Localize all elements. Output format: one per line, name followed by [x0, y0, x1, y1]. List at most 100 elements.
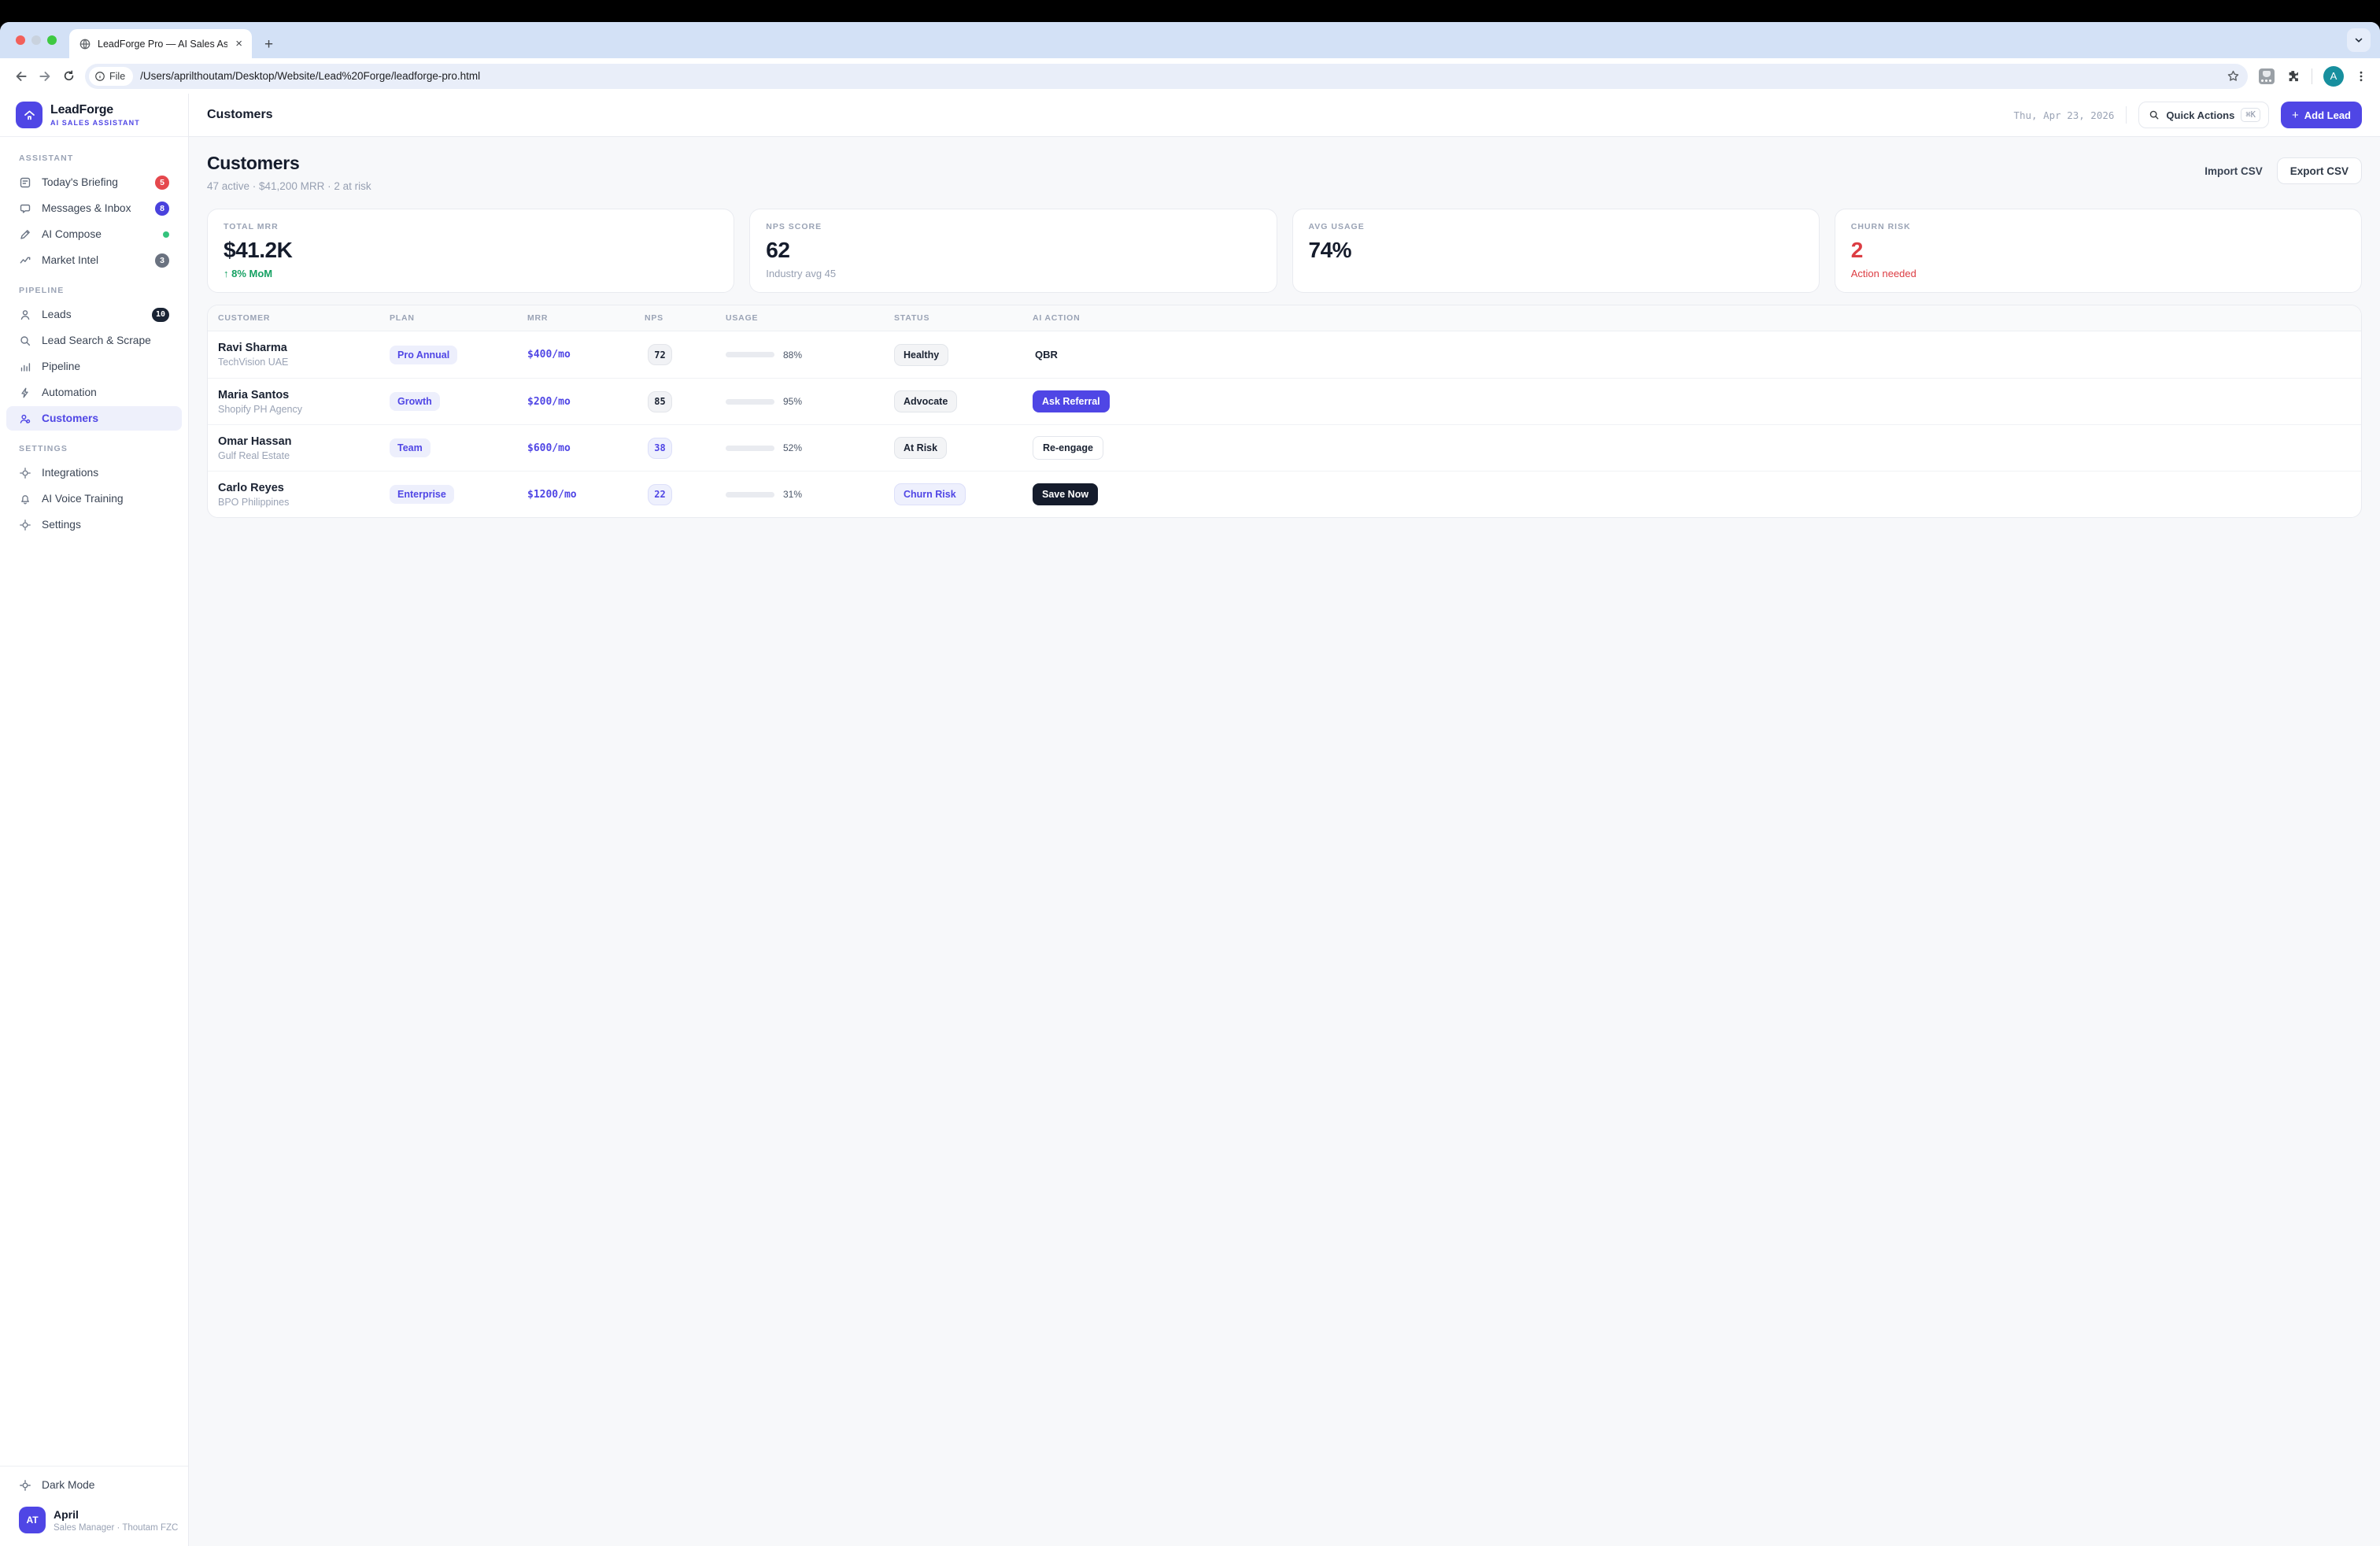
sidebar-item-settings[interactable]: Settings: [6, 512, 182, 537]
reload-button[interactable]: [57, 65, 80, 88]
usage-bar-track: [726, 491, 774, 497]
column-header-usage: USAGE: [726, 313, 759, 323]
customer-name: Omar Hassan: [218, 435, 292, 448]
forward-button[interactable]: [33, 65, 57, 88]
ai-action-button-ask-referral[interactable]: Ask Referral: [1033, 390, 1110, 412]
stat-value: $41.2K: [224, 238, 293, 262]
sidebar-item-lead-search-scrape[interactable]: Lead Search & Scrape: [6, 328, 182, 353]
sidebar-item-today-s-briefing[interactable]: Today's Briefing 5: [6, 170, 182, 194]
cell-nps: 22: [645, 483, 726, 505]
sidebar-item-ai-compose[interactable]: AI Compose: [6, 222, 182, 246]
customers-icon: [19, 412, 32, 425]
search-icon: [19, 334, 32, 347]
cell-ai-action: Re-engage: [1033, 436, 2351, 460]
usage-bar-track: [726, 352, 774, 357]
plan-badge: Pro Annual: [390, 345, 458, 364]
nps-badge: 38: [648, 437, 672, 459]
url-scheme-chip[interactable]: File: [89, 66, 134, 86]
chevron-down-icon: [2355, 38, 2363, 43]
sidebar-item-market-intel[interactable]: Market Intel 3: [6, 248, 182, 272]
sidebar-item-label: Market Intel: [42, 254, 99, 266]
sidebar-item-label: Customers: [42, 412, 99, 424]
table-row-maria-santos[interactable]: Maria Santos Shopify PH Agency Growth $200/…: [208, 378, 2361, 424]
back-button[interactable]: [9, 65, 33, 88]
usage-percent: 88%: [783, 349, 803, 361]
bookmark-star-icon[interactable]: [2227, 69, 2240, 83]
topbar-divider: [2126, 106, 2127, 124]
extensions-puzzle-icon[interactable]: [2286, 68, 2301, 83]
usage-percent: 31%: [783, 489, 803, 500]
cell-customer: Carlo Reyes BPO Philippines: [218, 482, 390, 508]
table-row-carlo-reyes[interactable]: Carlo Reyes BPO Philippines Enterprise $120…: [208, 471, 2361, 517]
cell-mrr: $400/mo: [527, 349, 571, 361]
main-panel: Customers Thu, Apr 23, 2026 Quick Action…: [189, 94, 2380, 1546]
ai-action-button-save-now[interactable]: Save Now: [1033, 483, 1099, 505]
tab-strip: LeadForge Pro — AI Sales Ass × +: [0, 22, 2380, 58]
export-csv-button[interactable]: Export CSV: [2276, 157, 2362, 184]
cell-status: Healthy: [894, 343, 1033, 366]
extension-image-icon[interactable]: [2259, 68, 2275, 84]
sidebar-item-ai-voice-training[interactable]: AI Voice Training: [6, 486, 182, 511]
main-topbar: Customers Thu, Apr 23, 2026 Quick Action…: [189, 94, 2380, 137]
sidebar-item-label: Pipeline: [42, 361, 81, 372]
url-text[interactable]: /Users/aprilthoutam/Desktop/Website/Lead…: [140, 70, 481, 82]
stat-cards: TOTAL MRR $41.2K ↑ 8% MoM NPS SCORE 62 Indust…: [207, 209, 2362, 293]
window-zoom-button[interactable]: [47, 35, 57, 45]
table-row-omar-hassan[interactable]: Omar Hassan Gulf Real Estate Team $600/mo 38…: [208, 424, 2361, 471]
cell-ai-action: Save Now: [1033, 483, 2351, 505]
usage-percent: 95%: [783, 396, 803, 407]
table-row-ravi-sharma[interactable]: Ravi Sharma TechVision UAE Pro Annual $400/…: [208, 331, 2361, 378]
import-csv-button[interactable]: Import CSV: [2204, 165, 2263, 177]
stat-label: CHURN RISK: [1850, 222, 1911, 231]
sidebar-item-messages-inbox[interactable]: Messages & Inbox 8: [6, 196, 182, 220]
stat-delta: Action needed: [1850, 268, 1916, 279]
browser-tab[interactable]: LeadForge Pro — AI Sales Ass ×: [69, 29, 252, 58]
messages-icon: [19, 202, 32, 215]
stat-card-avg-usage: AVG USAGE 74%: [1292, 209, 1820, 293]
tab-close-icon[interactable]: ×: [235, 37, 242, 50]
address-bar[interactable]: File /Users/aprilthoutam/Desktop/Website…: [85, 63, 2248, 89]
brand-tagline: AI SALES ASSISTANT: [50, 119, 140, 127]
window-close-button[interactable]: [16, 35, 25, 45]
stat-value: 74%: [1308, 238, 1352, 262]
customer-company: TechVision UAE: [218, 357, 289, 368]
ai-action-button-re-engage[interactable]: Re-engage: [1033, 436, 1103, 460]
sidebar-badge-today-s-briefing: 5: [155, 175, 169, 190]
plan-badge: Enterprise: [390, 485, 454, 504]
quick-actions-button[interactable]: Quick Actions ⌘K: [2138, 102, 2269, 128]
plan-badge: Growth: [390, 392, 440, 411]
cell-plan: Growth: [390, 392, 527, 411]
new-tab-button[interactable]: +: [264, 36, 274, 53]
tab-search-chevron-button[interactable]: [2347, 28, 2371, 52]
sidebar-footer: Dark Mode AT April Sales Manager · Thout…: [0, 1466, 188, 1546]
customer-name: Ravi Sharma: [218, 342, 287, 354]
sidebar-item-pipeline[interactable]: Pipeline: [6, 354, 182, 379]
nps-badge: 72: [648, 344, 672, 365]
home-icon: [24, 110, 35, 120]
sidebar-item-label: Messages & Inbox: [42, 202, 131, 214]
target-icon: [19, 518, 32, 531]
target-icon: [19, 466, 32, 479]
briefing-icon: [19, 176, 32, 189]
plan-badge: Team: [390, 438, 431, 457]
sidebar-item-automation[interactable]: Automation: [6, 380, 182, 405]
ai-action-label: QBR: [1035, 348, 1058, 361]
sidebar-item-customers[interactable]: Customers: [6, 406, 182, 431]
sidebar-item-leads[interactable]: Leads 10: [6, 302, 182, 327]
window-minimize-button[interactable]: [31, 35, 41, 45]
sidebar-nav: ASSISTANT Today's Briefing 5 Messages & Inb…: [0, 137, 188, 1466]
user-profile[interactable]: AT April Sales Manager · Thoutam FZC: [6, 1497, 182, 1533]
dark-mode-toggle[interactable]: Dark Mode: [6, 1473, 182, 1497]
sidebar-item-label: Settings: [42, 519, 81, 531]
stat-label: AVG USAGE: [1308, 222, 1365, 231]
sidebar-item-integrations[interactable]: Integrations: [6, 460, 182, 485]
sidebar-item-label: Today's Briefing: [42, 176, 118, 188]
add-lead-button[interactable]: + Add Lead: [2281, 102, 2362, 128]
customer-company: Gulf Real Estate: [218, 449, 290, 461]
sidebar-badge-leads: 10: [151, 307, 169, 322]
stat-value: 2: [1850, 238, 1864, 262]
kebab-menu-icon[interactable]: [2355, 70, 2367, 83]
window-controls: [16, 35, 57, 45]
stat-card-churn-risk: CHURN RISK 2 Action needed: [1834, 209, 2362, 293]
browser-profile-avatar[interactable]: A: [2323, 65, 2344, 87]
